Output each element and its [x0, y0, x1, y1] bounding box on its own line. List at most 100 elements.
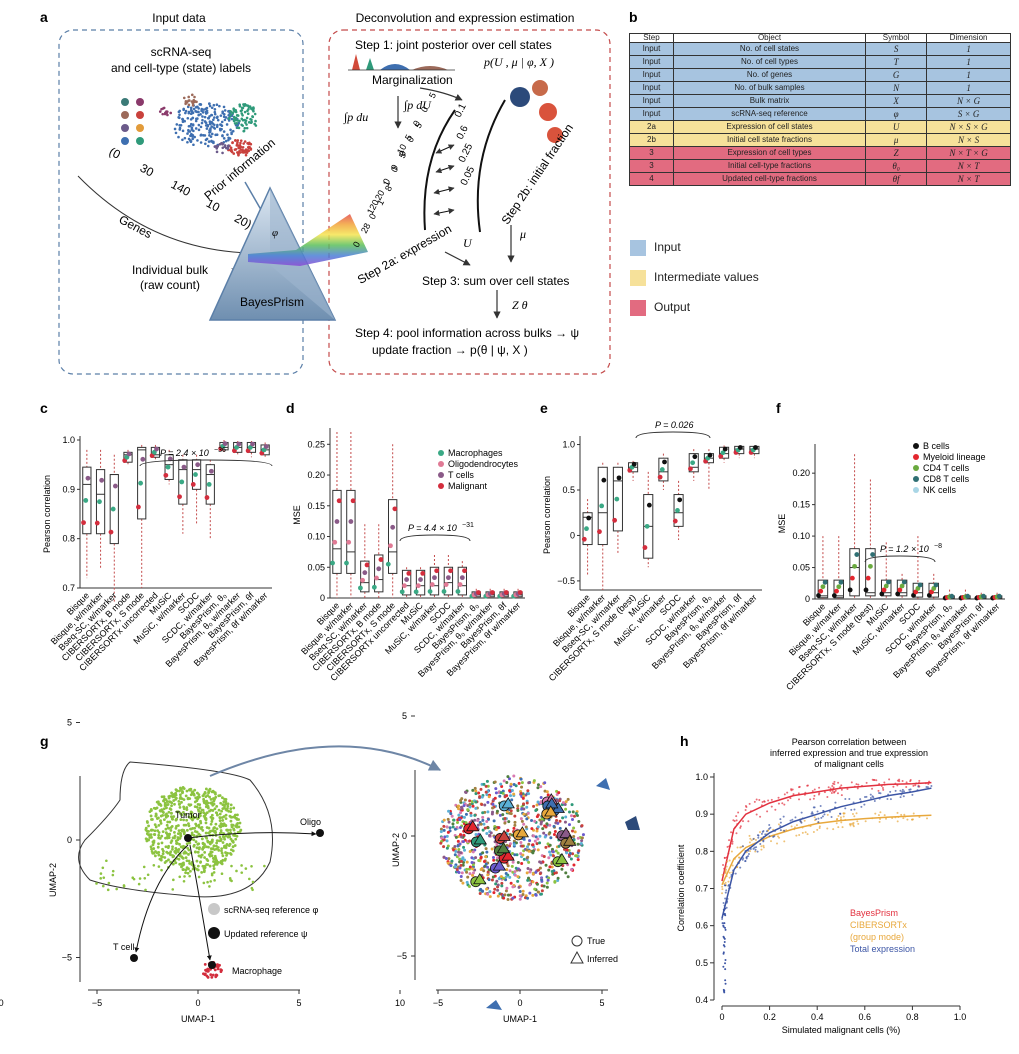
cell-point — [568, 810, 572, 814]
table-cell-object: Expression of cell types — [672, 146, 867, 160]
scatter-point — [863, 796, 866, 799]
step2b-label: Step 2b: initial fraction — [498, 121, 576, 227]
cell-point — [158, 110, 162, 113]
tumor-cell-point — [143, 876, 147, 880]
legend-label: B cells — [923, 441, 950, 451]
cell-point — [521, 889, 525, 893]
tumor-cell-point — [217, 808, 221, 812]
p-value: P = 4.4 × 10 — [408, 523, 457, 533]
tumor-cell-point — [157, 823, 161, 827]
cell-point — [208, 134, 211, 137]
cell-point — [218, 104, 221, 108]
scatter-point — [853, 808, 856, 811]
scatter-point — [818, 826, 821, 829]
box — [374, 554, 384, 593]
cell-point — [577, 819, 581, 823]
scatter-point — [727, 884, 730, 887]
box — [346, 489, 356, 574]
tumor-cell-point — [212, 867, 216, 870]
scatter-point — [762, 844, 765, 847]
scatter-point — [721, 892, 724, 895]
data-point — [646, 502, 652, 508]
cell-point — [481, 818, 485, 822]
tumor-cell-point — [179, 787, 183, 791]
scatter-point — [732, 819, 735, 822]
tumor-cell-point — [195, 859, 199, 863]
tumor-cell-point — [165, 806, 168, 810]
cell-point — [449, 812, 453, 816]
tumor-cell-point — [224, 813, 228, 817]
tumor-cell-point — [188, 803, 192, 807]
cell-point — [527, 842, 531, 846]
cell-point — [485, 819, 489, 823]
cell-point — [199, 134, 203, 137]
oligo-cluster — [596, 778, 610, 790]
scatter-point — [851, 812, 854, 815]
scatter-point — [779, 818, 782, 821]
rainbow-beam — [248, 214, 368, 266]
cell-point — [226, 147, 230, 151]
cell-point — [511, 852, 515, 856]
expression-value: 0 — [351, 240, 362, 249]
cell-point — [195, 105, 198, 109]
tumor-cell-point — [208, 864, 212, 868]
data-point — [427, 589, 433, 594]
cell-point — [547, 856, 551, 860]
legend-label: Intermediate values — [654, 270, 759, 285]
scatter-point — [768, 835, 771, 838]
x-tick-label: −5 — [92, 998, 102, 1008]
tumor-cell-point — [187, 848, 191, 852]
scatter-point — [843, 812, 846, 815]
x-tick-label: 0 — [517, 998, 522, 1008]
tumor-cell-point — [170, 825, 174, 828]
macrophage-cell-point — [214, 973, 218, 977]
cell-point — [536, 786, 540, 790]
cell-point — [461, 863, 465, 867]
tumor-cell-point — [175, 841, 179, 845]
cell-point — [547, 832, 551, 836]
scatter-point — [783, 840, 786, 843]
data-point — [413, 589, 419, 595]
tumor-cell-point — [211, 809, 215, 812]
tumor-cell-point — [164, 831, 168, 835]
data-point — [138, 480, 144, 486]
scatter-point — [869, 793, 872, 796]
macrophage-cell-point — [216, 967, 220, 971]
scatter-point — [877, 789, 880, 792]
cell-point — [513, 814, 517, 818]
tumor-cell-point — [234, 837, 238, 841]
scatter-point — [816, 828, 819, 831]
bulk-value-0: (0 — [107, 144, 123, 162]
tumor-cell-point — [193, 850, 197, 854]
x-tick-label: 0.6 — [859, 1012, 872, 1022]
x-axis-label: UMAP-1 — [181, 1014, 215, 1024]
tcell-updated-centroid — [130, 954, 138, 962]
cell-point — [550, 865, 554, 869]
cell-point — [499, 791, 503, 795]
data-point — [996, 593, 1002, 599]
inferred-marker — [544, 805, 558, 817]
tumor-cell-point — [197, 846, 201, 850]
y-tick-label: −0.5 — [557, 576, 575, 586]
tumor-cell-point — [191, 818, 194, 822]
data-point — [429, 582, 435, 587]
scatter-point — [779, 821, 782, 824]
cell-point — [558, 799, 562, 803]
scatter-point — [882, 788, 885, 791]
tumor-cell-point — [193, 830, 197, 833]
data-point — [895, 591, 901, 597]
scatter-point — [800, 821, 803, 824]
cell-point — [467, 884, 471, 888]
tumor-cell-point — [182, 807, 186, 811]
cell-point — [542, 831, 546, 835]
cell-point — [576, 842, 580, 846]
cell-point — [189, 134, 192, 138]
tumor-cell-point — [159, 819, 162, 823]
tumor-cell-point — [169, 841, 173, 844]
scatter-point — [864, 820, 867, 823]
scatter-point — [774, 808, 777, 811]
tumor-cell-point — [229, 807, 233, 811]
cell-point — [254, 124, 258, 127]
